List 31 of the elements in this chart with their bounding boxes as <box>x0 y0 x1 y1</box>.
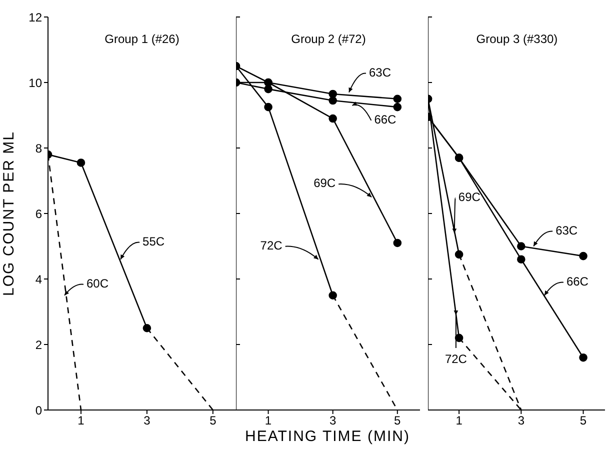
annotation: 72C <box>260 238 283 252</box>
y-tick-label: 8 <box>35 141 42 156</box>
annotation: 69C <box>458 190 481 204</box>
annotation: 55C <box>142 234 165 248</box>
x-tick-label: 5 <box>394 414 402 428</box>
text: Group 3 (#330) <box>475 32 559 46</box>
x-tick-label: 5 <box>580 414 587 428</box>
x-axis-title: HEATING TIME (MIN) <box>244 428 411 445</box>
text: Group 1 (#26) <box>104 32 180 46</box>
annotation: 63C <box>556 223 578 238</box>
x-tick-label: 3 <box>330 414 336 428</box>
x-tick-label: 5 <box>210 414 217 428</box>
annotation: 72C <box>444 352 468 366</box>
y-tick-label: 12 <box>28 10 42 24</box>
x-tick-label: 3 <box>144 414 151 428</box>
y-axis-title: LOG COUNT PER ML <box>0 131 18 296</box>
x-tick-label: 1 <box>264 414 272 428</box>
x-tick-label: 1 <box>78 414 85 428</box>
y-tick-label: 6 <box>35 206 42 221</box>
x-tick-label: 1 <box>456 414 463 428</box>
y-tick-label: 0 <box>35 403 42 418</box>
x-tick-label: 3 <box>518 414 525 428</box>
annotation: 63C <box>368 65 392 80</box>
y-tick-label: 4 <box>35 272 42 286</box>
annotation: 66C <box>374 112 397 126</box>
y-tick-label: 10 <box>28 76 42 90</box>
annotation: 66C <box>566 274 589 288</box>
text: Group 2 (#72) <box>290 32 367 46</box>
annotation: 60C <box>86 276 109 290</box>
annotation: 69C <box>314 176 336 190</box>
y-tick-label: 2 <box>35 338 42 352</box>
